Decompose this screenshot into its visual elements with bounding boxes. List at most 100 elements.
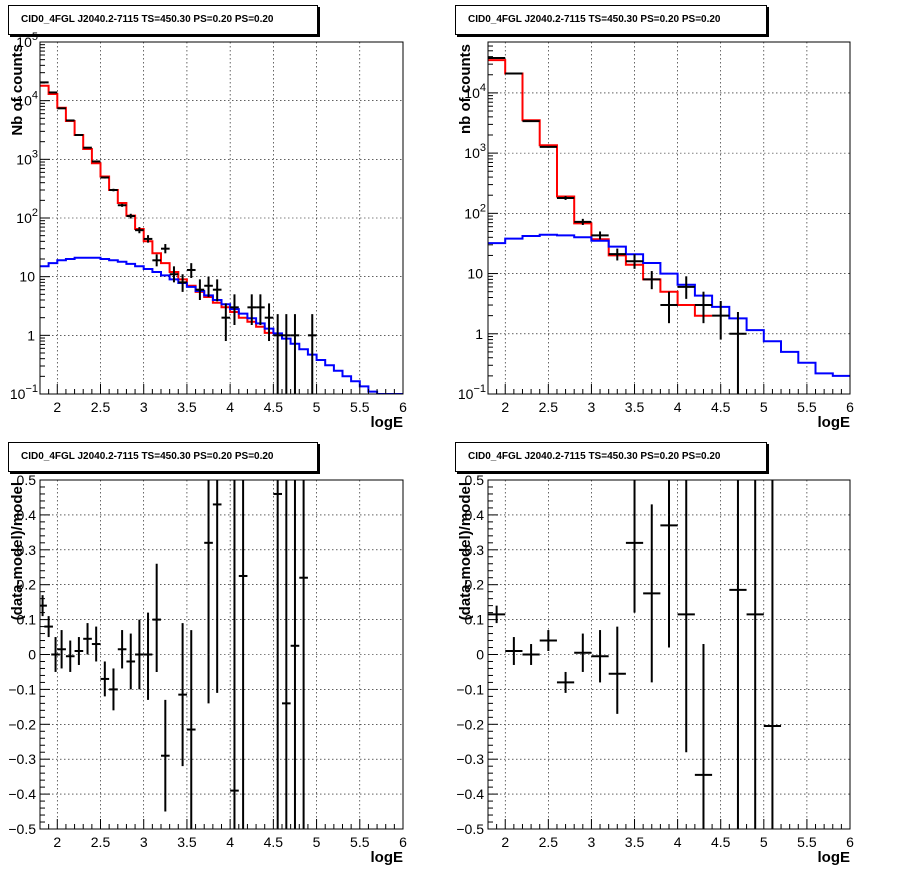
data-point [643, 504, 661, 683]
data-point [178, 623, 187, 767]
data-point [763, 480, 782, 829]
x-tick-label: 3 [140, 399, 148, 415]
y-tick-label: 0.4 [17, 507, 37, 523]
data-point [591, 231, 609, 240]
data-point [117, 203, 127, 207]
data-point [100, 661, 110, 697]
x-tick-label: 2 [501, 399, 509, 415]
x-tick-label: 4 [226, 834, 234, 850]
data-point [143, 235, 153, 243]
y-tick-label: −0.5 [456, 821, 484, 837]
x-tick-label: 3.5 [625, 399, 645, 415]
plot-pad-residuals-left: CID0_4FGL J2040.2-7115 TS=450.30 PS=0.20… [0, 437, 449, 874]
data-point [282, 480, 291, 829]
x-tick-label: 4.5 [711, 399, 731, 415]
data-point [204, 480, 213, 704]
data-point [591, 630, 609, 683]
y-tick-base: 10 [16, 34, 32, 50]
y-tick-base: 10 [16, 151, 32, 167]
y-tick-label: 10−1 [10, 383, 38, 402]
counts-chart: 2 2.5 3 3.5 4 4.5 5 5.5 610−1110102103104logEnb … [457, 41, 854, 431]
x-tick-label: 6 [846, 399, 854, 415]
data-point [264, 303, 274, 342]
data-point [290, 480, 300, 829]
y-tick-base: 10 [467, 266, 483, 282]
data-point [660, 291, 678, 324]
y-tick-label: 0.1 [465, 612, 485, 628]
data-point [677, 480, 695, 753]
y-tick-label: 0.5 [17, 472, 37, 488]
data-point [608, 248, 626, 261]
data-point [83, 146, 92, 149]
data-point [83, 623, 92, 655]
y-tick-exponent: 4 [480, 82, 486, 94]
y-tick-exponent: 3 [480, 142, 486, 154]
series-line-blue [40, 256, 403, 394]
data-point [152, 563, 161, 672]
x-tick-label: 4 [674, 834, 682, 850]
y-tick-label: 0.2 [17, 577, 37, 593]
data-point [126, 213, 136, 219]
x-tick-label: 6 [399, 834, 407, 850]
x-tick-label: 4 [674, 399, 682, 415]
data-point [256, 294, 265, 326]
y-tick-exponent: 2 [480, 202, 486, 214]
y-axis-title: (data-model)/model [457, 482, 474, 620]
counts-chart: 2 2.5 3 3.5 4 4.5 5 5.5 610−1110102103104105logE… [9, 31, 407, 431]
data-point [729, 480, 747, 829]
data-point [57, 630, 66, 669]
plot-pad-counts-right: CID0_4FGL J2040.2-7115 TS=450.30 PS=0.20… [449, 0, 898, 437]
y-tick-label: 10−1 [458, 383, 486, 402]
data-point [230, 294, 239, 326]
x-tick-label: 4.5 [264, 834, 284, 850]
plot-title: CID0_4FGL J2040.2-7115 TS=450.30 PS=0.20… [455, 5, 767, 35]
x-tick-label: 5.5 [350, 834, 370, 850]
data-point [152, 254, 161, 267]
y-tick-label: 10 [467, 266, 483, 282]
data-point [556, 671, 575, 693]
data-point [117, 630, 127, 669]
data-point [186, 263, 196, 278]
plot-area [488, 480, 782, 829]
y-tick-exponent: −1 [473, 383, 486, 395]
y-tick-label: 104 [464, 82, 486, 101]
data-point [48, 91, 58, 94]
y-tick-label: 0.3 [465, 542, 485, 558]
data-point [488, 605, 506, 624]
y-tick-label: 102 [16, 207, 38, 226]
data-point [109, 668, 118, 711]
x-tick-label: 2.5 [91, 834, 111, 850]
x-axis-title: logE [818, 414, 851, 431]
data-point [746, 480, 764, 829]
x-tick-label: 3 [588, 399, 596, 415]
y-tick-label: −0.1 [8, 681, 36, 697]
y-tick-label: 102 [464, 202, 486, 221]
y-tick-base: 1 [27, 327, 35, 343]
plot-frame [487, 41, 851, 395]
data-point [694, 291, 713, 324]
x-axis-title: logE [371, 849, 404, 866]
data-point [505, 72, 523, 75]
y-tick-exponent: 5 [32, 31, 38, 43]
data-point [143, 612, 153, 700]
x-tick-label: 5 [760, 834, 768, 850]
series-line-blue [488, 233, 850, 377]
data-point [307, 314, 317, 394]
data-point [522, 120, 540, 123]
y-tick-exponent: 3 [32, 148, 38, 160]
x-tick-label: 2.5 [539, 834, 559, 850]
residuals-chart: 2 2.5 3 3.5 4 4.5 5 5.5 6 −0.5 −0.4 −0.3 −0.2 −0.1 0 0.… [456, 472, 854, 866]
y-tick-label: −0.2 [8, 716, 36, 732]
x-axis-title: logE [371, 414, 404, 431]
y-tick-label: 104 [16, 90, 38, 109]
data-point [161, 244, 170, 254]
data-point [100, 176, 110, 179]
data-point [608, 626, 626, 714]
x-tick-label: 2 [501, 834, 509, 850]
data-point [195, 279, 205, 301]
data-point [65, 119, 75, 122]
data-point [178, 274, 187, 292]
y-tick-base: 10 [16, 93, 32, 109]
y-tick-base: 10 [464, 145, 480, 161]
data-point [91, 160, 101, 163]
